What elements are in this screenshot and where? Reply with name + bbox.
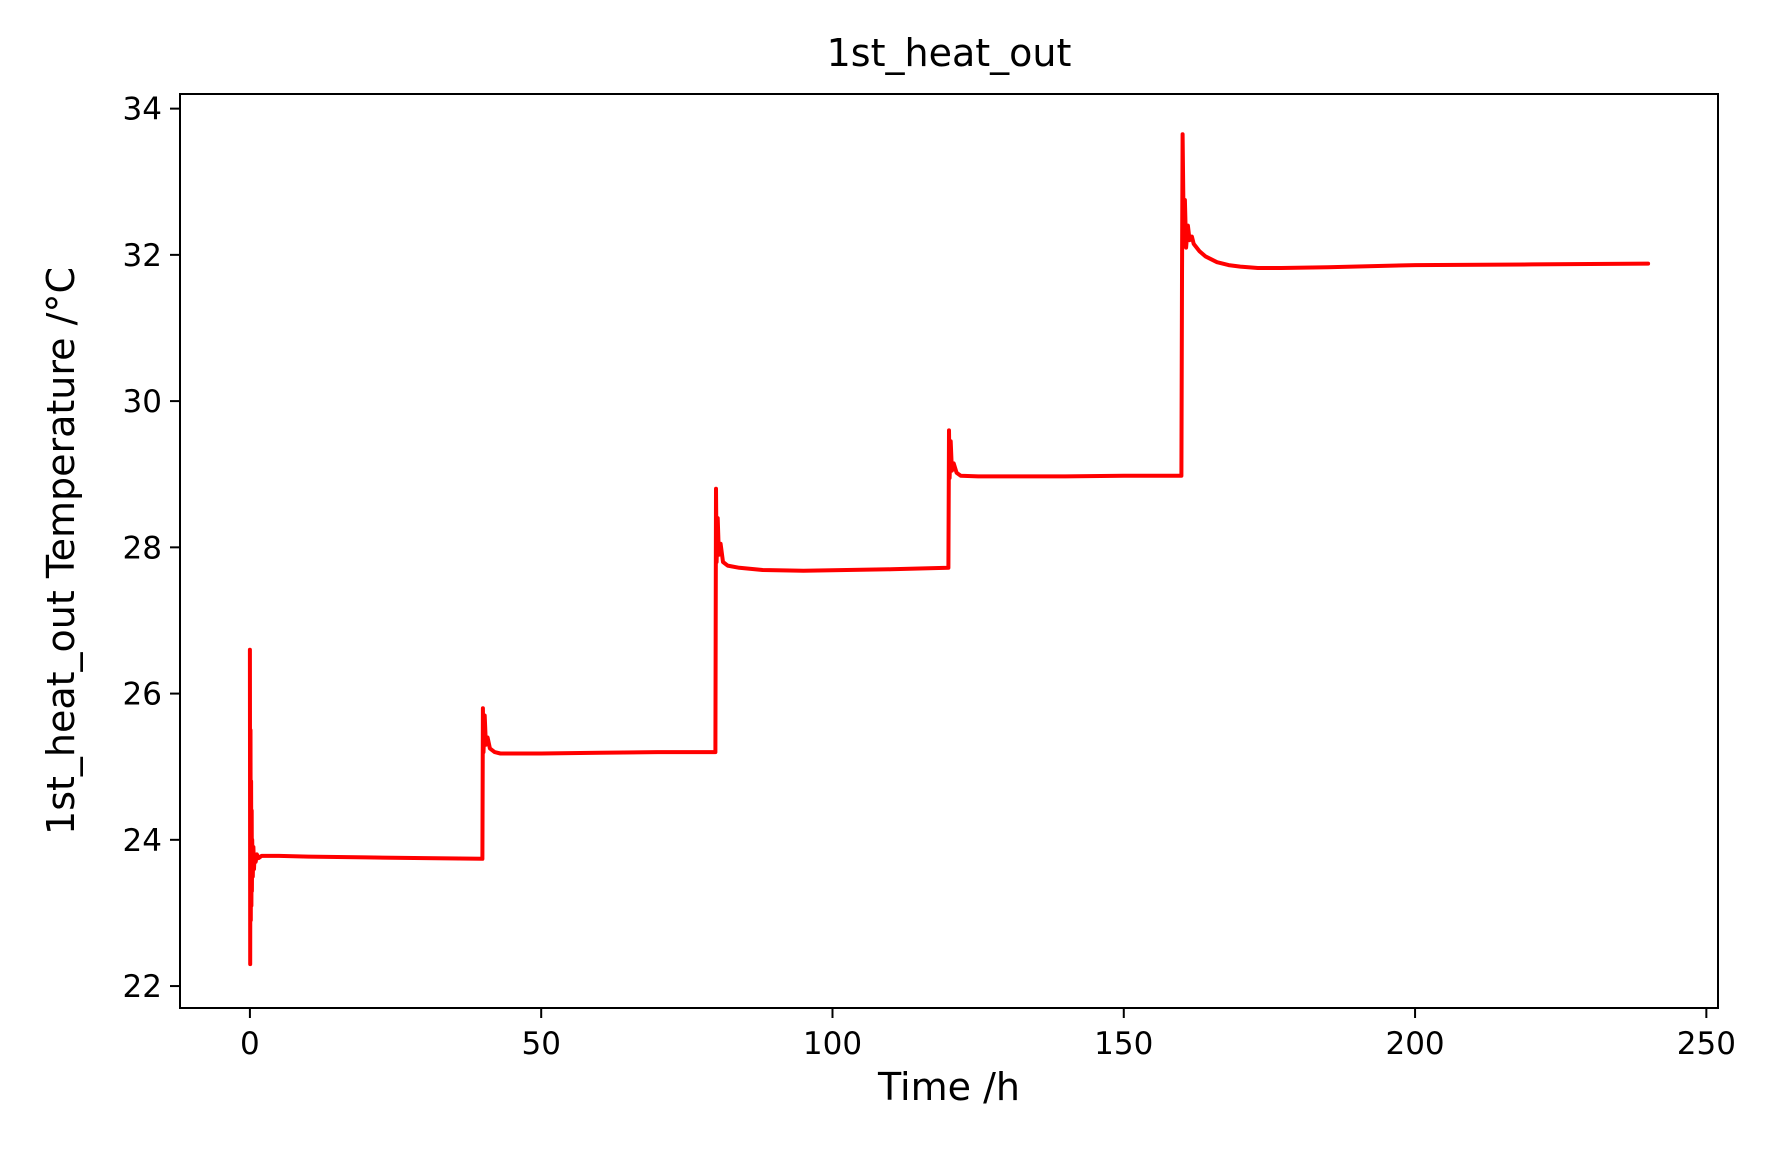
y-tick-label: 32	[123, 238, 162, 274]
plot-area-frame	[179, 93, 1719, 1009]
x-tick-label: 0	[240, 1026, 260, 1062]
y-tick-label: 30	[123, 384, 162, 420]
x-tick-label: 150	[1094, 1026, 1153, 1062]
x-tick-label: 200	[1385, 1026, 1444, 1062]
x-tick-label: 50	[521, 1026, 560, 1062]
y-axis-label: 1st_heat_out Temperature /°C	[39, 267, 83, 835]
y-tick-label: 34	[123, 92, 162, 128]
x-tick-label: 100	[803, 1026, 862, 1062]
x-axis: 0 50 100 150 200 250	[240, 1008, 1736, 1062]
y-tick-label: 24	[123, 823, 162, 859]
y-axis: 22 24 26 28 30 32 34	[123, 92, 180, 1005]
plot-series-layer	[247, 132, 1651, 967]
chart-title: 1st_heat_out	[827, 31, 1072, 75]
y-tick-label: 28	[123, 530, 162, 566]
x-axis-label: Time /h	[877, 1065, 1020, 1109]
y-tick-label: 22	[123, 969, 162, 1005]
x-tick-label: 250	[1677, 1026, 1736, 1062]
series-line-0	[247, 132, 1651, 967]
y-tick-label: 26	[123, 677, 162, 713]
